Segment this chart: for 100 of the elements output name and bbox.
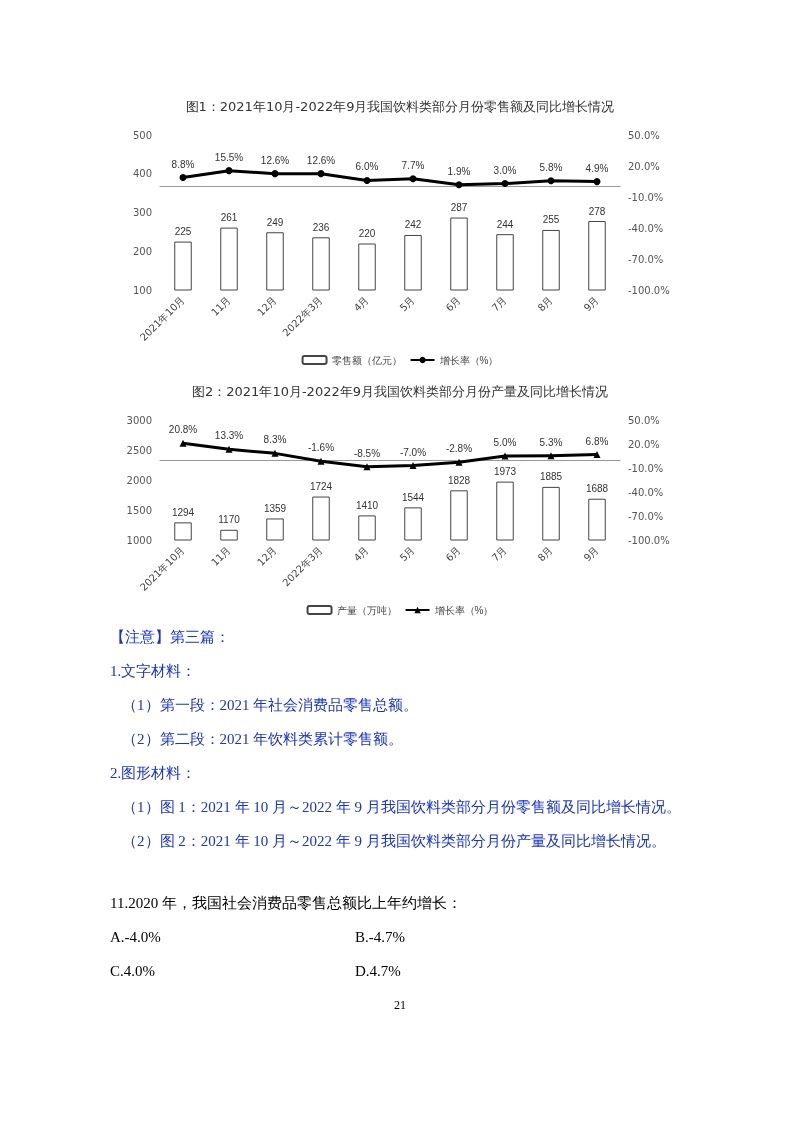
y-tick-label: 500 [132, 129, 152, 141]
y2-tick-label: -10.0% [628, 462, 664, 474]
data-label: 6.0% [355, 161, 379, 173]
point [593, 451, 601, 459]
x-tick-label: 8月 [535, 544, 555, 564]
data-label: -7.0% [399, 446, 427, 458]
x-tick-label: 6月 [443, 544, 463, 564]
point [409, 175, 417, 183]
data-label: 1828 [447, 474, 471, 486]
text: 21 [393, 997, 407, 1014]
text: 1.文字材料： [110, 662, 198, 681]
x-tick-label: 9月 [581, 294, 601, 314]
y2-tick-label: -40.0% [628, 486, 664, 498]
legend-label: 增长率（%） [438, 354, 499, 366]
point [363, 463, 371, 471]
x-tick-label: 5月 [397, 294, 417, 314]
data-label: 249 [266, 216, 284, 228]
data-label: 6.8% [585, 435, 609, 447]
point [409, 462, 417, 470]
data-label: 1294 [171, 506, 195, 518]
y2-tick-label: -100.0% [628, 534, 670, 546]
text: 【注意】第三篇： [110, 628, 231, 647]
y-tick-label: 300 [132, 207, 152, 218]
data-label: 242 [404, 219, 422, 231]
y2-tick-label: -70.0% [628, 253, 664, 265]
x-tick-label: 4月 [351, 544, 371, 564]
data-label: 278 [588, 205, 606, 217]
y2-tick-label: -100.0% [628, 284, 670, 296]
data-label: 1688 [585, 483, 609, 495]
point [317, 170, 325, 178]
data-label: -1.6% [307, 442, 335, 454]
text: A.-4.0% [110, 928, 162, 947]
data-label: 287 [450, 202, 468, 214]
x-tick-label: 9月 [581, 544, 601, 564]
y2-tick-label: -40.0% [628, 222, 664, 234]
data-label: 8.3% [263, 434, 287, 446]
point [179, 439, 187, 447]
point [593, 178, 601, 186]
data-label: 20.8% [168, 424, 198, 436]
x-tick-label: 7月 [489, 544, 509, 564]
point [501, 452, 509, 460]
x-tick-label: 4月 [351, 294, 371, 314]
data-label: -8.5% [353, 447, 381, 459]
text: （1）第一段：2021 年社会消费品零售总额。 [121, 696, 420, 715]
point [547, 452, 555, 460]
data-label: 220 [358, 228, 376, 239]
y-tick-label: 2500 [126, 444, 152, 456]
data-label: 1170 [218, 514, 241, 526]
data-label: 12.6% [306, 154, 336, 166]
data-label: 3.0% [493, 164, 517, 176]
y2-tick-label: 20.0% [628, 160, 660, 172]
point [455, 458, 463, 466]
text: 11.2020 年，我国社会消费品零售总额比上年约增长： [110, 894, 463, 913]
data-label: 8.8% [171, 158, 195, 170]
point [547, 177, 555, 185]
data-label: 225 [174, 226, 192, 238]
data-label: -2.8% [445, 443, 473, 455]
data-label: 1973 [493, 466, 517, 478]
y-tick-label: 100 [132, 284, 152, 296]
y2-tick-label: -70.0% [628, 510, 664, 522]
text: B.-4.7% [355, 928, 406, 947]
y2-tick-label: 20.0% [628, 438, 660, 450]
legend-label: 零售额（亿元） [331, 354, 402, 366]
point [317, 457, 325, 465]
point [225, 445, 233, 453]
chart-title: 图1：2021年10月-2022年9月我国饮料类部分月份零售额及同比增长情况 [185, 99, 615, 114]
data-label: 1724 [309, 481, 333, 493]
text: （2）第二段：2021 年饮料类累计零售额。 [121, 730, 405, 749]
point [225, 167, 233, 175]
y2-tick-label: -10.0% [628, 191, 664, 203]
chart-title: 图2：2021年10月-2022年9月我国饮料类部分月份产量及同比增长情况 [192, 384, 608, 399]
data-label: 5.0% [493, 437, 517, 448]
data-label: 1410 [355, 499, 379, 511]
data-label: 236 [312, 221, 330, 233]
y-tick-label: 1000 [126, 534, 152, 546]
data-label: 7.7% [401, 159, 425, 171]
y-tick-label: 3000 [126, 414, 152, 426]
data-label: 1885 [539, 471, 563, 483]
data-label: 12.6% [260, 154, 290, 166]
data-label: 15.5% [214, 151, 244, 163]
y2-tick-label: 50.0% [628, 129, 660, 141]
y-tick-label: 200 [132, 245, 152, 257]
data-label: 255 [542, 214, 560, 226]
legend-label: 产量（万吨） [336, 604, 397, 616]
x-tick-label: 6月 [443, 294, 463, 314]
x-tick-label: 12月 [255, 294, 279, 318]
data-label: 4.9% [585, 162, 609, 174]
data-label: 244 [496, 218, 514, 230]
legend-label: 增长率（%） [433, 604, 494, 616]
data-label: 1.9% [447, 165, 471, 177]
x-tick-label: 8月 [535, 294, 555, 314]
data-label: 5.8% [539, 161, 563, 173]
data-label: 1359 [263, 502, 287, 514]
point [455, 181, 463, 189]
data-label: 5.3% [539, 436, 563, 448]
point [271, 449, 279, 457]
x-tick-label: 11月 [209, 294, 233, 318]
x-tick-label: 5月 [397, 544, 417, 564]
x-tick-label: 12月 [255, 544, 279, 568]
y-tick-label: 400 [132, 168, 152, 180]
